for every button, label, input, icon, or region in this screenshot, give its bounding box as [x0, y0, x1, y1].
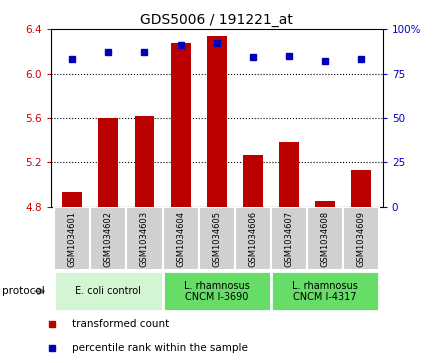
Bar: [235, 207, 271, 270]
Bar: [54, 207, 90, 270]
Text: GSM1034601: GSM1034601: [68, 211, 77, 267]
Bar: [99, 118, 118, 207]
Text: GSM1034603: GSM1034603: [140, 211, 149, 267]
Text: GSM1034607: GSM1034607: [284, 211, 293, 267]
Bar: [135, 116, 154, 207]
Bar: [271, 207, 307, 270]
Text: percentile rank within the sample: percentile rank within the sample: [73, 343, 248, 352]
Bar: [126, 207, 162, 270]
Text: GSM1034602: GSM1034602: [104, 211, 113, 267]
Bar: [171, 44, 191, 207]
Text: GSM1034604: GSM1034604: [176, 211, 185, 267]
Text: L. rhamnosus
CNCM I-3690: L. rhamnosus CNCM I-3690: [184, 281, 249, 302]
Bar: [307, 207, 343, 270]
Text: GSM1034608: GSM1034608: [320, 211, 330, 267]
Text: transformed count: transformed count: [73, 319, 170, 329]
Bar: [162, 271, 271, 311]
Bar: [90, 207, 126, 270]
Bar: [271, 271, 379, 311]
Bar: [279, 142, 299, 207]
Bar: [162, 207, 198, 270]
Bar: [207, 36, 227, 207]
Bar: [243, 155, 263, 207]
Bar: [54, 271, 162, 311]
Bar: [343, 207, 379, 270]
Bar: [315, 201, 335, 207]
Bar: [351, 170, 371, 207]
Text: E. coli control: E. coli control: [75, 286, 141, 296]
Text: protocol: protocol: [2, 286, 45, 296]
Text: GSM1034606: GSM1034606: [248, 211, 257, 267]
Bar: [198, 207, 235, 270]
Title: GDS5006 / 191221_at: GDS5006 / 191221_at: [140, 13, 293, 26]
Text: GSM1034609: GSM1034609: [357, 211, 366, 267]
Bar: [62, 192, 82, 207]
Text: L. rhamnosus
CNCM I-4317: L. rhamnosus CNCM I-4317: [292, 281, 358, 302]
Text: GSM1034605: GSM1034605: [212, 211, 221, 267]
